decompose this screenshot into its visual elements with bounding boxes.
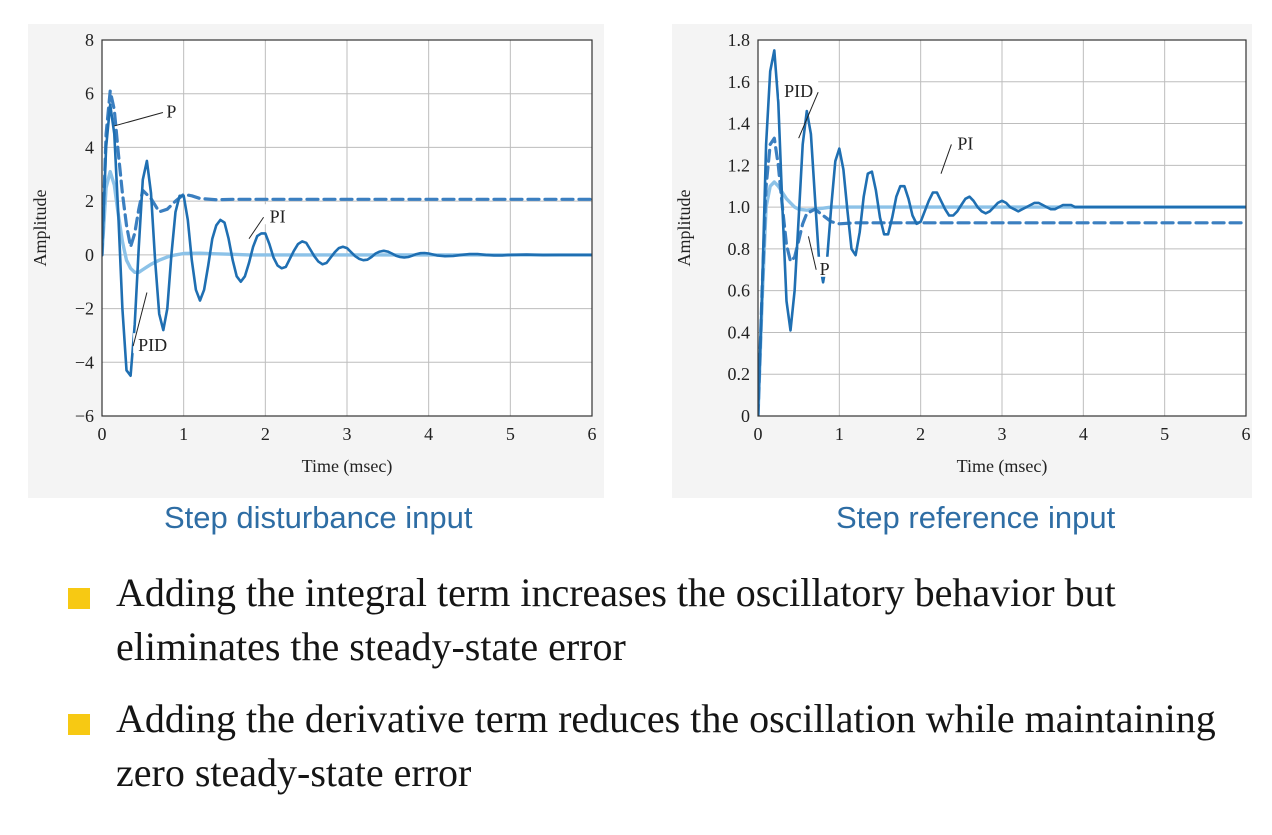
series-line-solid [758, 49, 1246, 416]
y-tick-label: 0.2 [728, 364, 751, 384]
x-tick-label: 0 [98, 424, 107, 444]
y-tick-label: 0.8 [728, 239, 751, 259]
annotation-label: PID [784, 81, 813, 101]
y-tick-label: 0 [85, 245, 94, 265]
annotation-label: PI [957, 133, 973, 153]
y-tick-label: 1.0 [728, 197, 751, 217]
bullet-square-icon [68, 588, 90, 609]
y-tick-label: −2 [75, 299, 94, 319]
series-line-solid [758, 180, 1246, 416]
y-tick-label: 1.6 [728, 72, 751, 92]
x-tick-label: 6 [588, 424, 597, 444]
y-axis-label: Amplitude [30, 189, 50, 266]
chart-reference: 0 1 2 3 4 5 6 0 0.2 0.4 0.6 0.8 1.0 1.2 1.4 1.6 1.8 Time … [674, 30, 1251, 477]
x-tick-label: 6 [1242, 424, 1251, 444]
annotation-bg [162, 99, 180, 120]
bullet-text: Adding the derivative term reduces the o… [116, 696, 1216, 795]
plot-frame [101, 39, 593, 417]
plot-frame [757, 39, 1247, 417]
annotation-label: P [820, 259, 830, 279]
x-tick-label: 0 [754, 424, 763, 444]
bullet-item: Adding the derivative term reduces the o… [64, 692, 1254, 800]
annotation-leader [940, 144, 952, 174]
chart-panel-disturbance: 0 1 2 3 4 5 6 −6 −4 −2 0 2 4 6 8 Time (msec) Amplitude P P… [28, 24, 604, 498]
x-axis-label: Time (msec) [957, 456, 1048, 477]
y-tick-label: 1.8 [728, 30, 751, 50]
bullet-item: Adding the integral term increases the o… [64, 566, 1254, 674]
y-tick-label: 6 [85, 84, 94, 104]
series-line-solid [102, 103, 592, 377]
bullet-text: Adding the integral term increases the o… [116, 570, 1116, 669]
annotation-bg [951, 131, 980, 152]
annotation-bg [133, 333, 173, 354]
annotation-bg [263, 204, 292, 225]
y-tick-label: 0.6 [728, 281, 751, 301]
chart-panel-reference: 0 1 2 3 4 5 6 0 0.2 0.4 0.6 0.8 1.0 1.2 1.4 1.6 1.8 Time … [672, 24, 1252, 498]
caption-reference: Step reference input [836, 500, 1116, 535]
y-tick-label: −4 [75, 352, 94, 372]
x-tick-label: 1 [835, 424, 844, 444]
annotation-label: PI [270, 206, 286, 226]
x-tick-label: 4 [1079, 424, 1088, 444]
annotation-leader [248, 216, 264, 240]
x-tick-label: 3 [343, 424, 352, 444]
annotation-leader [807, 236, 817, 270]
y-tick-label: −6 [75, 406, 94, 426]
x-tick-label: 3 [998, 424, 1007, 444]
x-tick-label: 1 [179, 424, 188, 444]
y-tick-label: 0 [741, 406, 750, 426]
annotation-leader [798, 92, 819, 139]
bullet-square-icon [68, 714, 90, 735]
annotation-label: P [166, 102, 176, 122]
chart-disturbance: 0 1 2 3 4 5 6 −6 −4 −2 0 2 4 6 8 Time (msec) Amplitude P P… [30, 30, 597, 477]
x-tick-label: 2 [916, 424, 925, 444]
y-tick-label: 2 [85, 191, 94, 211]
x-axis-label: Time (msec) [302, 456, 393, 477]
bullet-list: Adding the integral term increases the o… [64, 566, 1254, 818]
x-tick-label: 4 [424, 424, 433, 444]
y-tick-label: 0.4 [728, 322, 751, 342]
annotation-bg [779, 79, 819, 100]
x-tick-label: 5 [506, 424, 515, 444]
y-axis-label: Amplitude [674, 189, 694, 266]
y-tick-label: 1.2 [728, 155, 751, 175]
y-tick-label: 4 [85, 137, 94, 157]
caption-disturbance: Step disturbance input [164, 500, 473, 535]
y-tick-label: 1.4 [728, 114, 751, 134]
y-tick-label: 8 [85, 30, 94, 50]
annotation-leader [114, 112, 164, 127]
series-line-dashed [758, 136, 1246, 416]
series-line-dashed [102, 89, 592, 257]
annotation-label: PID [138, 335, 167, 355]
annotation-leader [132, 292, 148, 347]
annotation-bg [816, 256, 834, 277]
x-tick-label: 5 [1160, 424, 1169, 444]
x-tick-label: 2 [261, 424, 270, 444]
